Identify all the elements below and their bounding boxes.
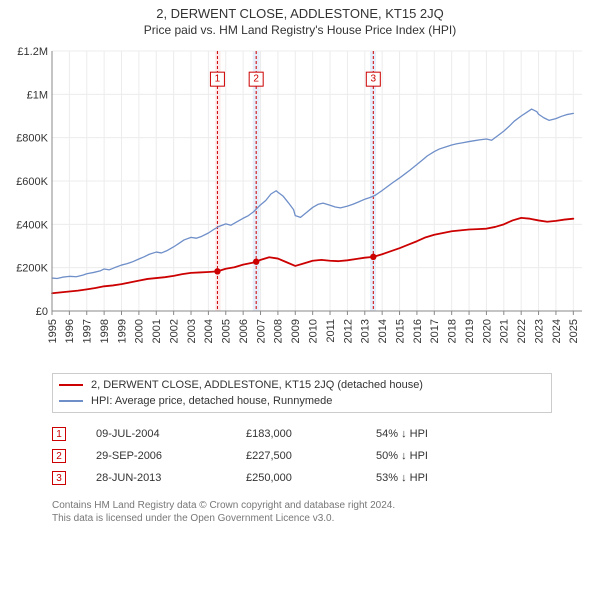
chart-svg: £0 £200K £400K £600K £800K £1M £1.2M 1995 1996 19… [10,43,590,365]
event-price: £227,500 [246,450,376,462]
svg-text:2002: 2002 [168,319,180,343]
event-delta: 53% ↓ HPI [376,472,496,484]
svg-text:2015: 2015 [394,319,406,343]
svg-text:2006: 2006 [238,319,250,343]
chart-title: 2, DERWENT CLOSE, ADDLESTONE, KT15 2JQ [10,6,590,21]
svg-text:1997: 1997 [82,319,94,343]
svg-text:2017: 2017 [429,319,441,343]
svg-text:1995: 1995 [47,319,59,343]
svg-text:2009: 2009 [290,319,302,343]
svg-text:2022: 2022 [516,319,528,343]
svg-text:2008: 2008 [273,319,285,343]
svg-text:2023: 2023 [533,319,545,343]
svg-text:2018: 2018 [447,319,459,343]
svg-text:2021: 2021 [499,319,511,343]
svg-text:2014: 2014 [377,319,389,343]
event-price: £183,000 [246,428,376,440]
svg-text:2000: 2000 [134,319,146,343]
svg-text:1998: 1998 [99,319,111,343]
legend-swatch [59,384,83,386]
event-row: 2 29-SEP-2006£227,50050% ↓ HPI [52,445,590,467]
svg-text:£1M: £1M [27,89,48,101]
event-delta: 50% ↓ HPI [376,450,496,462]
svg-text:2025: 2025 [568,319,580,343]
event-date: 29-SEP-2006 [96,450,246,462]
svg-text:2020: 2020 [481,319,493,343]
svg-text:2001: 2001 [151,319,163,343]
svg-text:2019: 2019 [464,319,476,343]
legend-item: 2, DERWENT CLOSE, ADDLESTONE, KT15 2JQ (… [59,377,545,393]
svg-text:1996: 1996 [64,319,76,343]
footer-line-1: Contains HM Land Registry data © Crown c… [52,499,590,512]
attribution-footer: Contains HM Land Registry data © Crown c… [52,499,590,525]
svg-text:2024: 2024 [551,319,563,343]
event-marker: 3 [52,471,66,485]
legend-swatch [59,400,83,402]
chart-container: 2, DERWENT CLOSE, ADDLESTONE, KT15 2JQ P… [0,0,600,531]
svg-text:2013: 2013 [360,319,372,343]
event-row: 3 28-JUN-2013£250,00053% ↓ HPI [52,467,590,489]
svg-text:£0: £0 [36,306,48,318]
events-table: 1 09-JUL-2004£183,00054% ↓ HPI 2 29-SEP-200… [52,423,590,489]
legend-item: HPI: Average price, detached house, Runn… [59,393,545,409]
svg-text:2012: 2012 [342,319,354,343]
svg-text:£800K: £800K [16,133,48,145]
event-price: £250,000 [246,472,376,484]
svg-text:2011: 2011 [325,319,337,343]
legend: 2, DERWENT CLOSE, ADDLESTONE, KT15 2JQ (… [52,373,552,413]
svg-text:2010: 2010 [308,319,320,343]
legend-label: HPI: Average price, detached house, Runn… [91,395,332,407]
event-marker: 2 [52,449,66,463]
svg-text:£200K: £200K [16,263,48,275]
svg-text:3: 3 [371,74,377,85]
legend-label: 2, DERWENT CLOSE, ADDLESTONE, KT15 2JQ (… [91,379,423,391]
footer-line-2: This data is licensed under the Open Gov… [52,512,590,525]
event-marker: 1 [52,427,66,441]
svg-text:1999: 1999 [116,319,128,343]
event-date: 09-JUL-2004 [96,428,246,440]
svg-text:2016: 2016 [412,319,424,343]
svg-text:2005: 2005 [221,319,233,343]
svg-text:2: 2 [253,74,259,85]
event-delta: 54% ↓ HPI [376,428,496,440]
svg-text:£600K: £600K [16,176,48,188]
svg-text:£400K: £400K [16,219,48,231]
svg-text:1: 1 [215,74,221,85]
event-date: 28-JUN-2013 [96,472,246,484]
event-row: 1 09-JUL-2004£183,00054% ↓ HPI [52,423,590,445]
svg-text:£1.2M: £1.2M [17,46,48,58]
chart-subtitle: Price paid vs. HM Land Registry's House … [10,23,590,37]
svg-text:2007: 2007 [255,319,267,343]
svg-text:2004: 2004 [203,319,215,343]
svg-text:2003: 2003 [186,319,198,343]
chart-plot-area: £0 £200K £400K £600K £800K £1M £1.2M 1995 1996 19… [10,43,590,365]
